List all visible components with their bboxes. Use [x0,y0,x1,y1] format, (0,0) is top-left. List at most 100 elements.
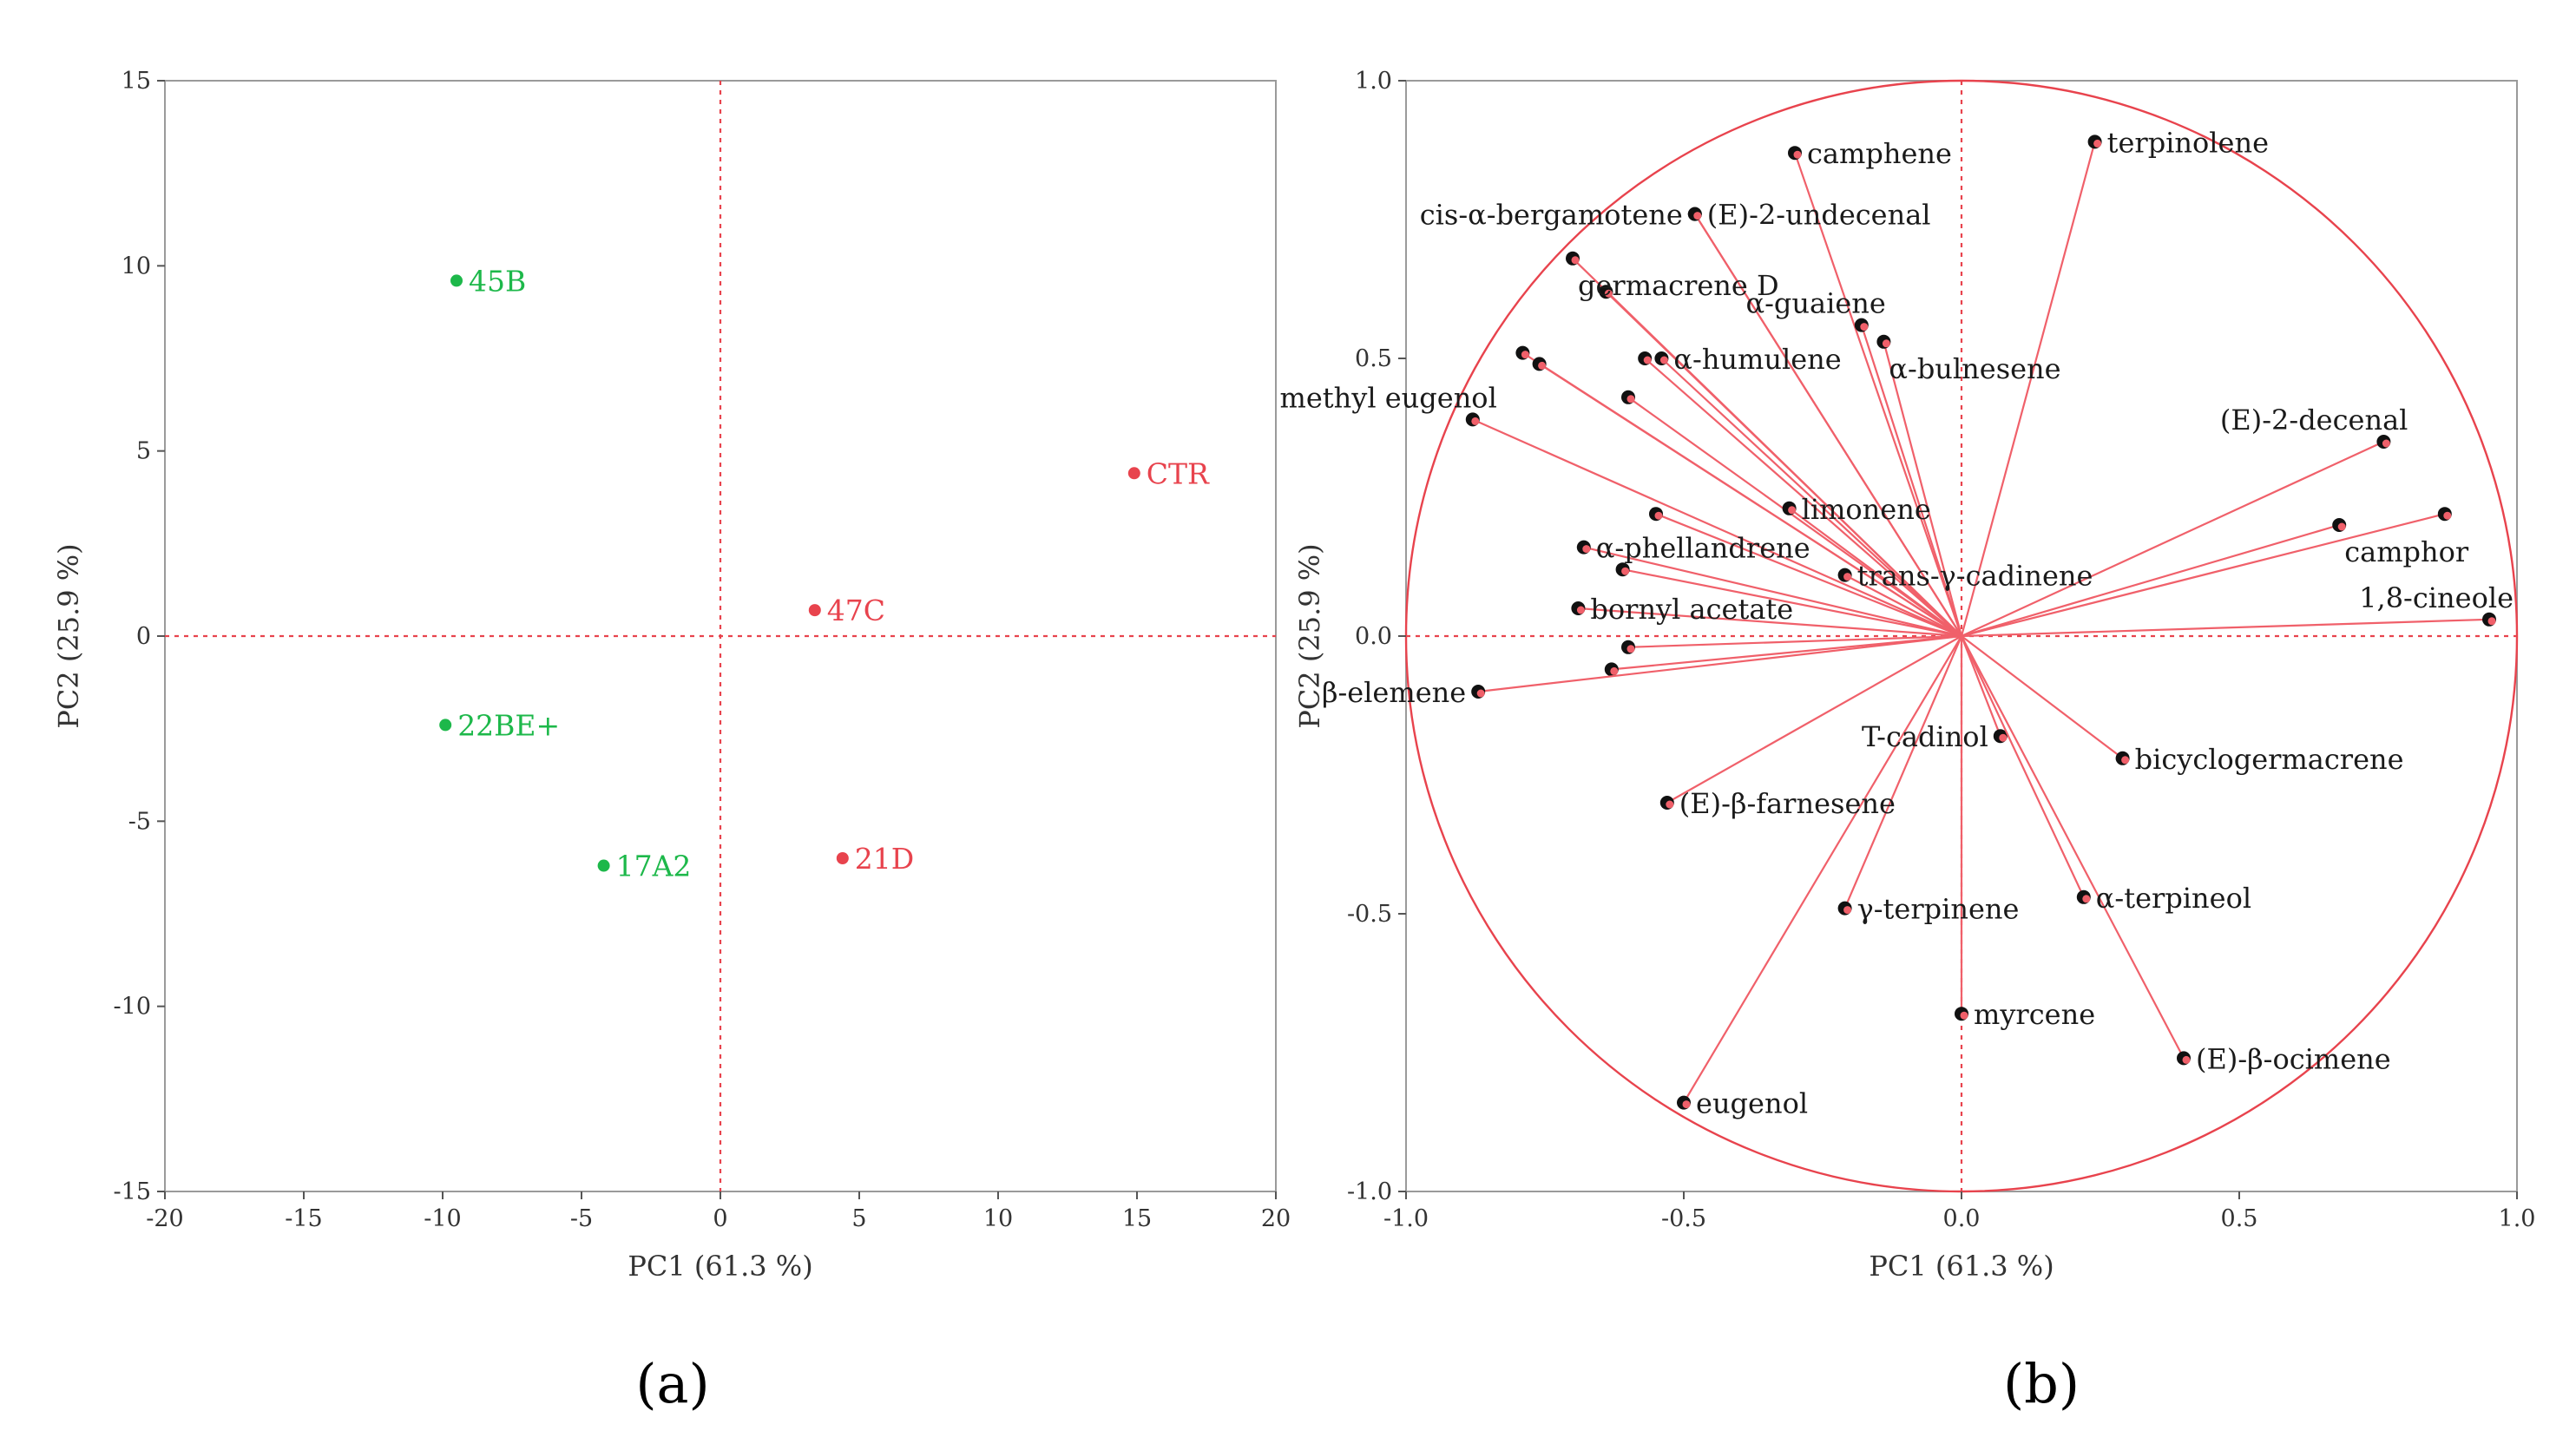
loading-arrowhead [2487,617,2496,626]
panel-b-loading-labels: camphene terpinolene cis-α-bergamotene (E)-… [1279,126,2514,1119]
loading-vector [1860,325,1963,637]
loading-arrowhead [1576,606,1585,614]
x-tick-label: -1.0 [1383,1205,1429,1232]
loading-vector [1605,291,1962,637]
loading-label: terpinolene [2107,126,2269,159]
y-tick-label: -10 [114,994,151,1021]
loading-vector [1961,618,2490,638]
loading-vector [1583,546,1962,638]
loading-label: α-guaiene [1745,287,1885,320]
loading-vector [1793,152,1963,637]
x-tick-label: 1.0 [2499,1205,2536,1232]
loading-label: (E)-β-ocimene [2196,1042,2391,1075]
loading-arrowhead [1882,339,1890,348]
loading-label: bornyl acetate [1590,593,1793,626]
loading-vector [1960,141,2096,637]
loading-vector [1578,607,1962,638]
x-tick-label: 5 [851,1205,866,1232]
loading-arrowhead [1788,506,1797,515]
loading-vector [1961,635,2124,759]
panel-a-points: 45B 22BE+ 17A2 CTR 47C 21D [439,264,1210,883]
panel-b-loading-plot: -1.0 -0.5 0.0 0.5 1.0 -1.0 -0.5 0.0 0.5 1.0 camph… [1279,68,2535,1415]
loading-arrowhead [1666,800,1674,809]
loading-arrowhead [1471,417,1480,425]
sample-point-21d [836,852,849,864]
loading-arrowhead [2093,139,2102,148]
loading-arrowhead [1793,150,1802,159]
panel-a-zero-lines [165,81,1276,1191]
loading-label: T-cadinol [1862,720,1988,753]
y-tick-label: 15 [122,68,151,95]
loading-vector [1960,635,2001,737]
loading-vector [1622,568,1962,638]
loading-arrowhead [2121,756,2130,765]
loading-arrowhead [1621,567,1630,575]
y-tick-label: 0 [136,623,151,650]
loading-label: (E)-2-decenal [2220,404,2408,436]
panel-a-label: (a) [635,1352,709,1415]
loading-label: α-bulnesene [1889,352,2060,385]
loading-vector [1961,441,2384,637]
loading-vector [1666,635,1962,804]
panel-b-y-axis-label: PC2 (25.9 %) [1293,543,1326,728]
sample-label: CTR [1147,456,1210,490]
loading-vector [1472,418,1962,638]
loading-label: trans-γ-cadinene [1857,560,2093,593]
loading-arrowhead [2182,1055,2191,1064]
x-tick-label: 0.5 [2221,1205,2258,1232]
loading-vector [1788,507,1962,637]
panel-b-x-axis-label: PC1 (61.3 %) [1869,1250,2054,1283]
loading-arrowhead [1999,733,2008,742]
loading-label: β-elemene [1322,676,1466,709]
loading-arrowhead [1626,395,1635,404]
x-tick-label: 0 [713,1205,727,1232]
loading-vector [1683,635,1962,1104]
loading-arrowhead [2382,439,2390,448]
loading-label: (E)-β-farnesene [1679,787,1896,820]
loading-label: camphor [2344,535,2469,568]
loading-label: camphene [1807,137,1952,170]
loading-arrowhead [1659,356,1668,364]
loading-vector [1478,634,1962,693]
sample-label: 47C [827,594,885,627]
loading-arrowhead [1582,545,1591,554]
loading-arrowhead [1682,1100,1691,1109]
x-tick-label: 20 [1261,1205,1291,1232]
loading-vector [1693,213,1962,637]
panel-b-label: (b) [2003,1352,2080,1415]
y-tick-label: 1.0 [1355,68,1392,95]
x-tick-label: 15 [1122,1205,1152,1232]
loading-vector [1655,513,1962,638]
loading-vector [1627,634,1962,648]
loading-vector [1961,635,2185,1059]
loading-arrowhead [1610,666,1619,675]
loading-arrowhead [1843,573,1852,581]
loading-label: α-phellandrene [1596,532,1810,565]
sample-point-45b [450,274,463,287]
sample-label: 22BE+ [457,708,560,742]
panel-a-x-axis-label: PC1 (61.3 %) [628,1250,812,1283]
loading-arrowhead [1538,361,1547,370]
x-tick-label: 10 [983,1205,1013,1232]
panel-a-y-axis-label: PC2 (25.9 %) [52,543,85,728]
loading-arrowhead [1604,289,1613,298]
loading-vector [1627,396,1962,637]
y-tick-label: 0.5 [1355,345,1392,372]
x-tick-label: -10 [424,1205,461,1232]
x-tick-label: 0.0 [1943,1205,1981,1232]
loading-vector [1961,635,2085,898]
loading-vector [1844,574,1962,637]
sample-point-47c [808,604,821,617]
x-tick-label: -15 [285,1205,322,1232]
loading-arrowhead [2082,895,2091,903]
sample-label: 21D [855,842,914,876]
loading-label: myrcene [1974,998,2095,1031]
loading-arrowhead [1693,212,1702,220]
loading-arrowhead [1476,689,1485,698]
y-tick-label: -15 [114,1178,151,1205]
y-tick-label: 10 [122,253,151,279]
loading-arrowhead [1643,356,1652,364]
loading-arrowhead [1654,511,1663,520]
